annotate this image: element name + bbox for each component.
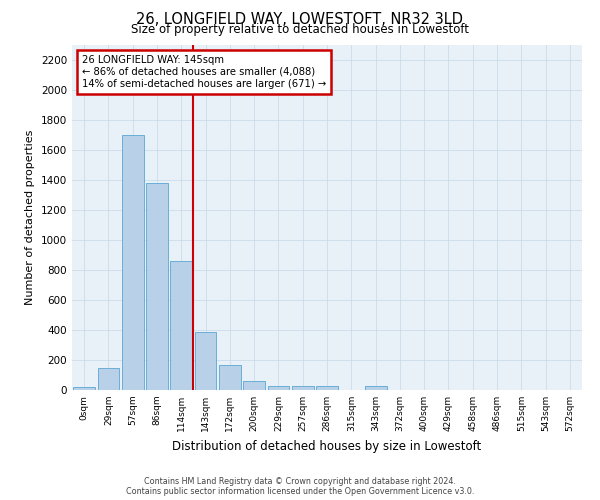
X-axis label: Distribution of detached houses by size in Lowestoft: Distribution of detached houses by size … bbox=[172, 440, 482, 452]
Text: Size of property relative to detached houses in Lowestoft: Size of property relative to detached ho… bbox=[131, 22, 469, 36]
Bar bbox=[316, 386, 338, 390]
Text: 26 LONGFIELD WAY: 145sqm
← 86% of detached houses are smaller (4,088)
14% of sem: 26 LONGFIELD WAY: 145sqm ← 86% of detach… bbox=[82, 56, 326, 88]
Bar bbox=[219, 364, 241, 390]
Bar bbox=[268, 386, 289, 390]
Bar bbox=[365, 386, 386, 390]
Bar bbox=[292, 386, 314, 390]
Bar bbox=[146, 183, 168, 390]
Bar bbox=[122, 135, 143, 390]
Bar bbox=[170, 261, 192, 390]
Bar bbox=[97, 368, 119, 390]
Text: Contains HM Land Registry data © Crown copyright and database right 2024.
Contai: Contains HM Land Registry data © Crown c… bbox=[126, 476, 474, 496]
Bar bbox=[73, 387, 95, 390]
Bar bbox=[243, 381, 265, 390]
Y-axis label: Number of detached properties: Number of detached properties bbox=[25, 130, 35, 305]
Bar bbox=[194, 332, 217, 390]
Text: 26, LONGFIELD WAY, LOWESTOFT, NR32 3LD: 26, LONGFIELD WAY, LOWESTOFT, NR32 3LD bbox=[137, 12, 464, 28]
